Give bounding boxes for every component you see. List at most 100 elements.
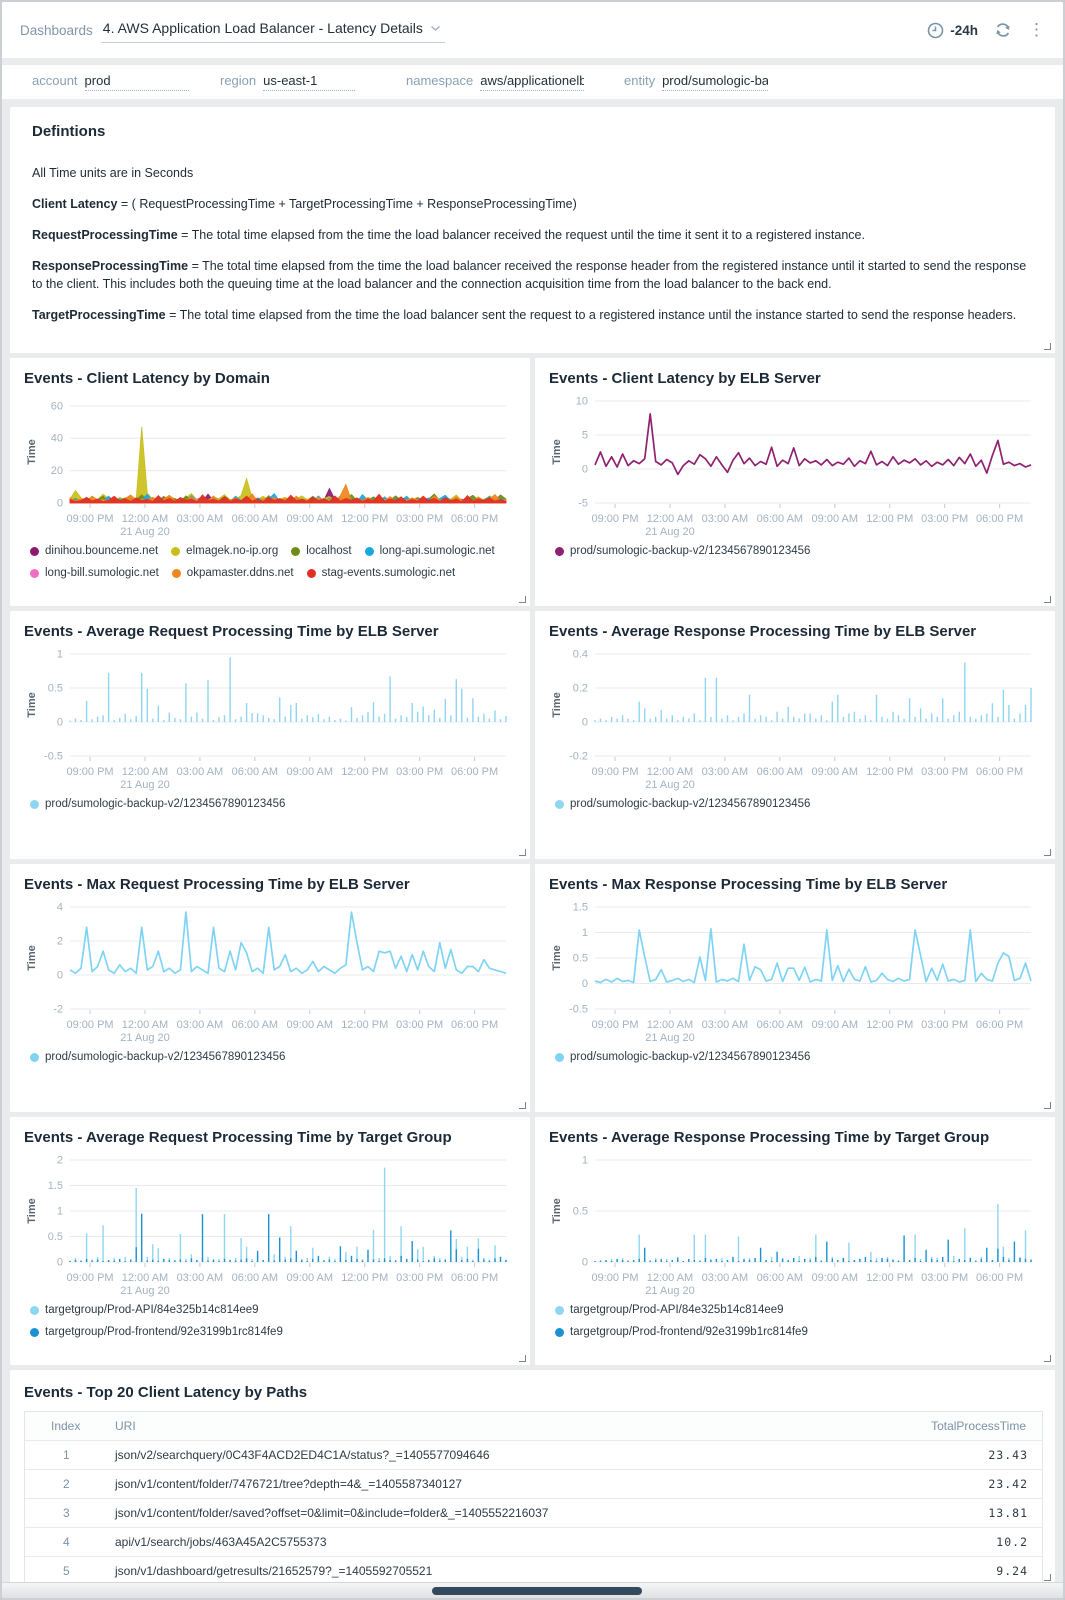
kebab-menu-icon[interactable]: ⋮ <box>1028 20 1045 39</box>
svg-text:03:00 PM: 03:00 PM <box>396 513 443 525</box>
definition-line: Client Latency = ( RequestProcessingTime… <box>32 197 577 211</box>
svg-text:0: 0 <box>57 1257 63 1269</box>
svg-text:Time: Time <box>551 439 563 464</box>
table-header-row: Index URI TotalProcessTime <box>25 1412 1042 1441</box>
resize-handle-icon[interactable] <box>1044 596 1051 603</box>
resize-handle-icon[interactable] <box>519 596 526 603</box>
chart-canvas[interactable]: -0.5 0 0.5 1 09:00 PM 12:00 AM 21 Aug 20 03:00 … <box>24 644 518 794</box>
table-cell-idx: 3 <box>25 1498 105 1528</box>
legend-item[interactable]: localhost <box>291 545 352 557</box>
legend-dot-icon <box>30 1052 39 1062</box>
svg-text:06:00 AM: 06:00 AM <box>232 1272 278 1284</box>
chart-canvas[interactable]: -5 0 5 10 09:00 PM 12:00 AM 21 Aug 20 03:00 AM 0… <box>549 391 1043 541</box>
chart-canvas[interactable]: -0.5 0 0.5 1 1.5 09:00 PM 12:00 AM 21 Aug 20 03:… <box>549 897 1043 1047</box>
svg-text:03:00 AM: 03:00 AM <box>177 1019 223 1031</box>
chart-legend: prod/sumologic-backup-v2/123456789012345… <box>549 541 1043 557</box>
legend-item[interactable]: prod/sumologic-backup-v2/123456789012345… <box>30 798 285 810</box>
breadcrumb[interactable]: Dashboards <box>20 22 93 38</box>
svg-text:-2: -2 <box>53 1004 63 1016</box>
resize-handle-icon[interactable] <box>1044 1355 1051 1362</box>
chart-title: Events - Average Request Processing Time… <box>24 623 439 640</box>
chart-canvas[interactable]: -0.2 0 0.2 0.4 09:00 PM 12:00 AM 21 Aug 20 03:0… <box>549 644 1043 794</box>
chart-canvas[interactable]: -2 0 2 4 09:00 PM 12:00 AM 21 Aug 20 03:00 AM 06… <box>24 897 518 1047</box>
filter-label-account: account <box>32 73 78 88</box>
svg-text:21 Aug 20: 21 Aug 20 <box>120 526 170 538</box>
svg-text:09:00 PM: 09:00 PM <box>67 513 114 525</box>
legend-item[interactable]: prod/sumologic-backup-v2/123456789012345… <box>555 1051 810 1063</box>
legend-dot-icon <box>555 1327 564 1337</box>
table-cell-idx: 1 <box>25 1440 105 1470</box>
chart-canvas[interactable]: 0 0.5 1 1.5 2 09:00 PM 12:00 AM 21 Aug 20 03:00 … <box>24 1150 518 1300</box>
svg-text:06:00 AM: 06:00 AM <box>757 766 803 778</box>
filter-label-namespace: namespace <box>406 73 474 88</box>
legend-item[interactable]: prod/sumologic-backup-v2/123456789012345… <box>555 798 810 810</box>
legend-dot-icon <box>555 1052 564 1062</box>
column-header-index[interactable]: Index <box>25 1412 105 1441</box>
filter-bar: account prod region us-east-1 namespace … <box>2 65 1063 99</box>
svg-text:12:00 PM: 12:00 PM <box>866 513 913 525</box>
svg-text:09:00 AM: 09:00 AM <box>812 513 858 525</box>
resize-handle-icon[interactable] <box>1044 849 1051 856</box>
resize-handle-icon[interactable] <box>519 1102 526 1109</box>
resize-handle-icon[interactable] <box>519 849 526 856</box>
chart-canvas[interactable]: 0 0.5 1 09:00 PM 12:00 AM 21 Aug 20 03:00 AM 06… <box>549 1150 1043 1300</box>
svg-text:0.4: 0.4 <box>573 649 588 661</box>
column-header-totalprocesstime[interactable]: TotalProcessTime <box>844 1412 1042 1441</box>
resize-handle-icon[interactable] <box>1044 343 1051 350</box>
resize-handle-icon[interactable] <box>1044 1102 1051 1109</box>
clock-icon <box>927 22 944 38</box>
legend-dot-icon <box>555 799 564 809</box>
legend-item[interactable]: targetgroup/Prod-API/84e325b14c814ee9 <box>30 1304 259 1316</box>
svg-text:60: 60 <box>51 400 63 412</box>
svg-text:03:00 PM: 03:00 PM <box>921 1272 968 1284</box>
svg-text:21 Aug 20: 21 Aug 20 <box>645 526 695 538</box>
svg-text:03:00 AM: 03:00 AM <box>702 513 748 525</box>
resize-handle-icon[interactable] <box>1044 1574 1051 1581</box>
legend-item[interactable]: okpamaster.ddns.net <box>171 567 294 579</box>
legend-item[interactable]: long-bill.sumologic.net <box>30 567 159 579</box>
table-row: 1 json/v2/searchquery/0C43F4ACD2ED4C1A/st… <box>25 1440 1042 1470</box>
svg-text:21 Aug 20: 21 Aug 20 <box>120 1032 170 1044</box>
time-range-button[interactable]: -24h <box>927 22 978 39</box>
legend-dot-icon <box>171 546 181 556</box>
table-row: 4 api/v1/search/jobs/463A45A2C5755373 10.2 <box>25 1527 1042 1557</box>
svg-text:06:00 AM: 06:00 AM <box>232 1019 278 1031</box>
column-header-uri[interactable]: URI <box>105 1412 845 1441</box>
table-cell-val: 9.24 <box>844 1556 1042 1582</box>
chevron-down-icon <box>430 25 440 31</box>
svg-text:12:00 AM: 12:00 AM <box>122 513 168 525</box>
chart-panel-avg-request-by-target-group: Events - Average Request Processing Time… <box>10 1117 530 1365</box>
legend-item[interactable]: dinihou.bounceme.net <box>30 545 158 557</box>
filter-value-namespace[interactable]: aws/applicationelb <box>480 73 585 91</box>
legend-item[interactable]: stag-events.sumologic.net <box>306 567 455 579</box>
resize-handle-icon[interactable] <box>519 1355 526 1362</box>
svg-text:09:00 PM: 09:00 PM <box>67 766 114 778</box>
dashboard-title-dropdown[interactable]: 4. AWS Application Load Balancer - Laten… <box>100 17 445 43</box>
table-cell-val: 13.81 <box>844 1498 1042 1528</box>
chart-legend: targetgroup/Prod-API/84e325b14c814ee9 tar… <box>549 1300 1043 1338</box>
legend-item[interactable]: targetgroup/Prod-frontend/92e3199b1rc814… <box>555 1326 808 1338</box>
definitions-panel: Defintions All Time units are in Seconds… <box>10 107 1055 353</box>
svg-text:1.5: 1.5 <box>48 1180 63 1192</box>
legend-item[interactable]: targetgroup/Prod-API/84e325b14c814ee9 <box>555 1304 784 1316</box>
scrollbar-thumb[interactable] <box>432 1587 642 1595</box>
svg-text:12:00 PM: 12:00 PM <box>866 1272 913 1284</box>
svg-text:12:00 AM: 12:00 AM <box>647 1019 693 1031</box>
legend-item[interactable]: long-api.sumologic.net <box>364 545 495 557</box>
chart-legend: dinihou.bounceme.net elmagek.no-ip.org loc… <box>24 541 518 579</box>
table-row: 5 json/v1/dashboard/getresults/21652579?_… <box>25 1556 1042 1582</box>
legend-label: targetgroup/Prod-API/84e325b14c814ee9 <box>45 1304 259 1316</box>
table-cell-val: 10.2 <box>844 1527 1042 1557</box>
legend-item[interactable]: targetgroup/Prod-frontend/92e3199b1rc814… <box>30 1326 283 1338</box>
legend-item[interactable]: prod/sumologic-backup-v2/123456789012345… <box>555 545 810 557</box>
filter-value-account[interactable]: prod <box>84 73 189 91</box>
chart-canvas[interactable]: 0 20 40 60 09:00 PM 12:00 AM 21 Aug 20 03:00 AM… <box>24 391 518 541</box>
table-panel-title: Events - Top 20 Client Latency by Paths <box>24 1384 308 1401</box>
filter-value-entity[interactable]: prod/sumologic-backup <box>662 73 769 91</box>
refresh-button[interactable] <box>994 21 1012 39</box>
legend-item[interactable]: elmagek.no-ip.org <box>171 545 278 557</box>
filter-value-region[interactable]: us-east-1 <box>263 73 356 91</box>
chart-legend: targetgroup/Prod-API/84e325b14c814ee9 tar… <box>24 1300 518 1338</box>
legend-item[interactable]: prod/sumologic-backup-v2/123456789012345… <box>30 1051 285 1063</box>
